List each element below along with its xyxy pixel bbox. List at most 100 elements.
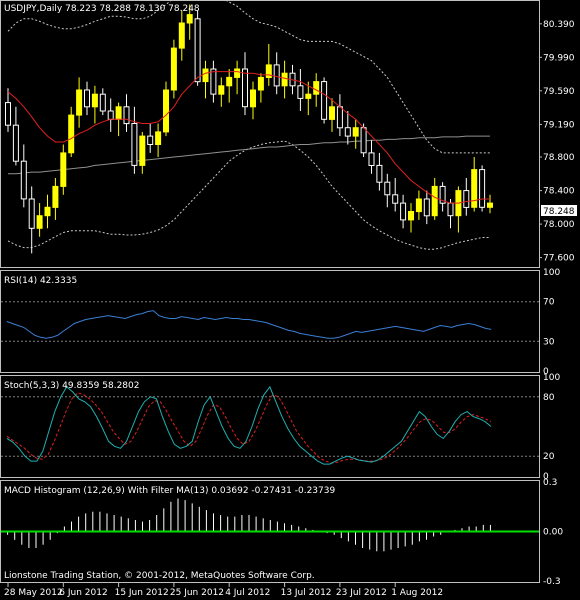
current-price-box (541, 205, 577, 216)
stoch-axis-label: 20 (543, 452, 555, 462)
candle-body (84, 89, 90, 108)
date-axis-label: 15 Jun 2012 (115, 588, 169, 598)
chart-title: USDJPY,Daily 78.223 78.288 78.130 78.248 (4, 4, 200, 14)
candle-body (431, 185, 438, 217)
candle-body (487, 202, 493, 208)
candle-body (471, 169, 478, 208)
candle-body (60, 152, 67, 187)
rsi-panel[interactable] (0, 270, 540, 373)
bollinger-upper-line (7, 0, 490, 154)
candle-body (234, 68, 241, 78)
candle-body (194, 18, 201, 83)
candle-body (479, 169, 486, 208)
candle-body (415, 198, 422, 213)
date-axis-label: 28 May 2012 (4, 588, 63, 598)
price-axis-label: 78.400 (543, 187, 575, 197)
candle-body (115, 106, 122, 120)
stoch-panel[interactable] (0, 375, 540, 478)
ma-short-line (7, 71, 490, 204)
stoch-signal-line (6, 392, 492, 464)
candle-body (107, 110, 114, 120)
price-axis-label: 79.590 (543, 87, 575, 97)
price-panel[interactable] (0, 0, 540, 268)
candle-body (368, 152, 375, 166)
candle-body (273, 64, 280, 87)
stoch-axis-label: 100 (543, 373, 560, 383)
bollinger-lower-line (7, 140, 490, 250)
candle-body (123, 106, 130, 125)
candle-body (344, 127, 351, 137)
candle-body (447, 202, 454, 217)
price-axis-label: 79.190 (543, 120, 575, 130)
stoch-label: Stoch(5,3,3) 49.8359 58.2802 (4, 381, 139, 391)
date-axis-label: 13 Jul 2012 (281, 588, 332, 598)
candle-body (76, 89, 83, 116)
macd-axis-label: 0.00 (543, 528, 563, 538)
price-axis-label: 78.800 (543, 153, 575, 163)
copyright-text: Lionstone Trading Station, © 2001-2012, … (4, 571, 315, 581)
price-axis-label: 79.990 (543, 53, 575, 63)
candle-body (20, 160, 27, 200)
candle-body (186, 14, 193, 24)
date-axis-label: 6 Jun 2012 (59, 588, 107, 598)
candle-body (376, 164, 383, 183)
macd-axis-label: 0.3 (543, 478, 557, 488)
price-plot (5, 0, 493, 254)
date-axis-label: 25 Jun 2012 (170, 588, 224, 598)
candle-body (408, 211, 414, 221)
candle-body (439, 185, 446, 204)
price-axis-label: 80.390 (543, 20, 575, 30)
candle-body (313, 81, 320, 95)
candle-body (178, 22, 185, 49)
candle-body (360, 127, 367, 154)
candle-body (91, 93, 98, 108)
candle-body (210, 68, 217, 95)
candle-body (250, 89, 256, 108)
candle-body (131, 123, 138, 166)
candle-body (336, 106, 343, 129)
candle-body (202, 68, 209, 83)
candle-body (226, 76, 233, 87)
candle-body (170, 47, 177, 91)
candle-body (36, 215, 43, 229)
candle-body (28, 198, 35, 229)
macd-panel[interactable] (0, 480, 540, 583)
date-axis-label: 23 Jul 2012 (336, 588, 387, 598)
candle-body (147, 135, 154, 146)
candle-body (265, 64, 272, 79)
rsi-axis-label: 100 (543, 268, 560, 278)
candle-body (139, 135, 146, 166)
rsi-axis-label: 70 (543, 298, 555, 308)
macd-label: MACD Histogram (12,26,9) With Filter MA(… (4, 486, 335, 496)
ma-long-line (8, 135, 490, 175)
candle-body (392, 194, 399, 204)
stoch-axis-label: 0 (543, 472, 549, 482)
candle-body (44, 206, 51, 217)
rsi-line (6, 310, 492, 339)
candle-body (321, 81, 328, 120)
candle-body (163, 89, 169, 133)
candle-body (12, 124, 19, 162)
stoch-axis-label: 80 (543, 393, 555, 403)
stoch-main-line (6, 385, 492, 465)
price-axis-label: 78.000 (543, 220, 575, 230)
rsi-axis-label: 0 (543, 367, 549, 377)
candle-body (257, 76, 264, 91)
price-axis-label: 77.600 (543, 254, 575, 264)
candle-body (155, 131, 162, 145)
candle-body (52, 185, 59, 208)
candle-body (297, 85, 304, 99)
candle-body (305, 93, 312, 99)
candle-body (400, 202, 407, 221)
candle-body (218, 85, 225, 95)
candle-body (99, 93, 106, 112)
macd-plot (1, 498, 539, 552)
candle-body (281, 72, 288, 87)
candle-body (242, 68, 248, 108)
current-price-label: 78.248 (543, 207, 575, 217)
rsi-label: RSI(14) 42.3335 (4, 276, 77, 286)
candle-body (68, 114, 75, 154)
stoch-plot (1, 385, 539, 465)
date-axis-label: 1 Aug 2012 (391, 588, 443, 598)
